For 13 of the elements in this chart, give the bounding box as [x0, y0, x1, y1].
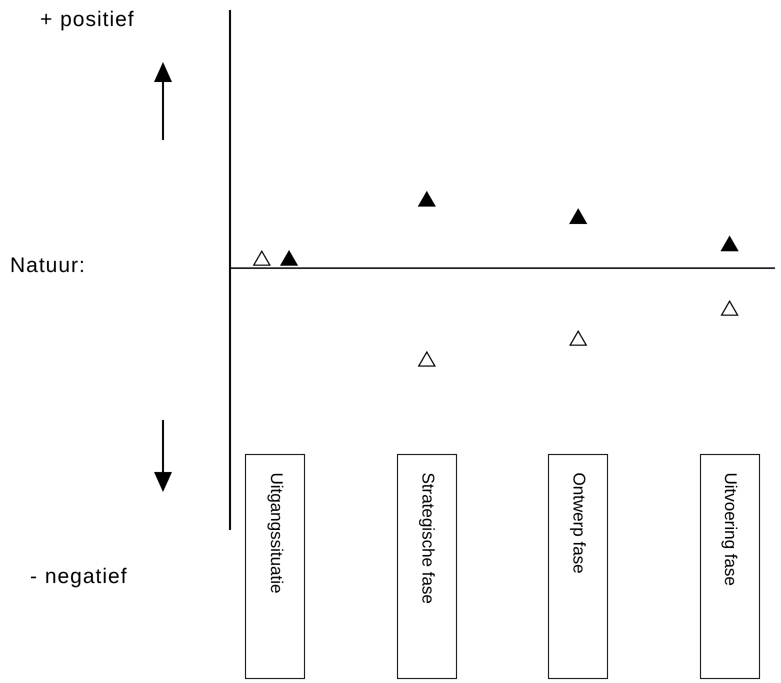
x-tick-label: Ontwerp fase: [570, 472, 589, 574]
text: - negatief: [30, 565, 128, 589]
x-tick-label: Uitgangssituatie: [266, 472, 286, 594]
text: + positief: [40, 8, 135, 32]
x-tick-label: Strategische fase: [418, 472, 438, 604]
x-tick-label: Uitvoering fase: [721, 472, 740, 586]
point: [720, 300, 738, 316]
point: [570, 330, 587, 346]
point: [418, 352, 436, 367]
point: [418, 192, 436, 207]
text: Natuur:: [10, 254, 86, 278]
point: [720, 236, 738, 252]
point: [570, 208, 587, 224]
